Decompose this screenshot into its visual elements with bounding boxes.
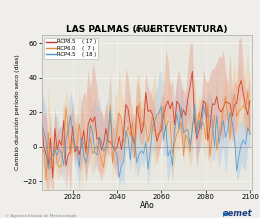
Text: aemet: aemet bbox=[223, 209, 252, 218]
Text: ▶: ▶ bbox=[223, 211, 229, 218]
X-axis label: Año: Año bbox=[140, 201, 154, 210]
Title: LAS PALMAS (FUERTEVENTURA): LAS PALMAS (FUERTEVENTURA) bbox=[66, 25, 228, 34]
Y-axis label: Cambio duración período seco (días): Cambio duración período seco (días) bbox=[14, 54, 20, 170]
Text: ANUAL: ANUAL bbox=[135, 27, 159, 33]
Text: © Agencia Estatal de Meteorología: © Agencia Estatal de Meteorología bbox=[5, 214, 77, 218]
Legend: RCP8.5    ( 17 ), RCP6.0    (  7 ), RCP4.5    ( 18 ): RCP8.5 ( 17 ), RCP6.0 ( 7 ), RCP4.5 ( 18… bbox=[44, 37, 98, 59]
